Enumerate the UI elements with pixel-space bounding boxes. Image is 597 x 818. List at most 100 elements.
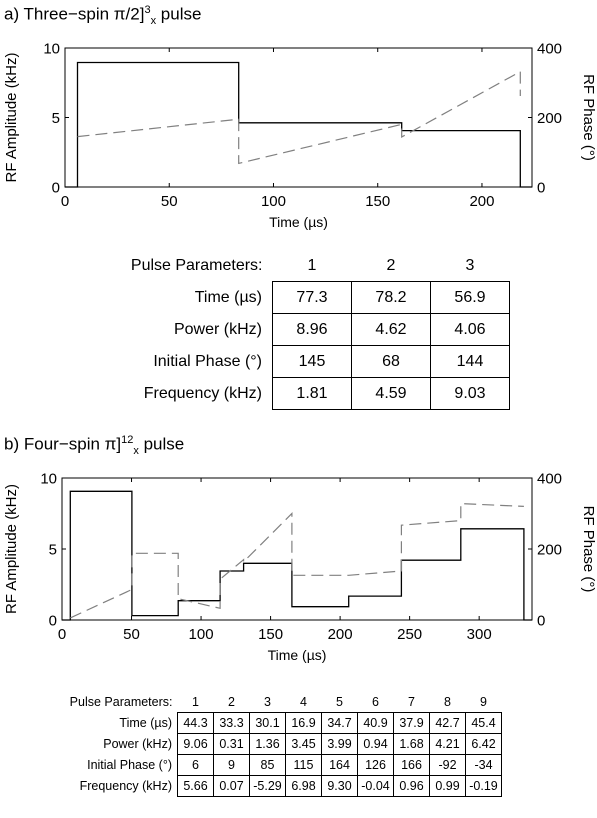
panel-b-y-left-tick-label: 5	[49, 541, 57, 558]
panel-b-table-cell: 115	[285, 754, 322, 776]
panel-b-table-cell: -0.04	[357, 775, 394, 797]
panel-a-label: a)	[4, 4, 20, 24]
panel-a-x-axis-label: Time (µs)	[269, 214, 328, 230]
panel-b-y-right-tick-label: 200	[537, 541, 562, 558]
panel-a-table-cell: 144	[430, 345, 510, 378]
panel-a-x-tick-label: 100	[261, 193, 286, 210]
panel-b-title-sub: x	[133, 445, 139, 458]
panel-b-table-cell: -92	[429, 754, 466, 776]
panel-a-table-cell: 9.03	[430, 377, 510, 410]
panel-b-table-cell: 3.45	[285, 733, 322, 755]
panel-a-title: a) Three−spin π/2]3x pulse	[4, 4, 201, 27]
panel-a-y-right-tick-label: 200	[537, 110, 562, 127]
panel-b-table-cell: 6	[177, 754, 214, 776]
panel-a-table-column-header: 3	[465, 256, 475, 274]
panel-b-table-cell: 0.07	[213, 775, 250, 797]
panel-a-table-cell: 145	[272, 345, 352, 378]
panel-b-table-cell: 164	[321, 754, 358, 776]
panel-a-table-row: Time (µs) 77.3 78.2 56.9	[90, 281, 510, 314]
panel-b-table-cell: 44.3	[177, 712, 214, 734]
panel-a-table-row: Frequency (kHz) 1.81 4.59 9.03	[90, 377, 510, 410]
panel-b-table-row-label: Time (µs)	[119, 716, 172, 730]
panel-b-table-cell: 126	[357, 754, 394, 776]
panel-b-amplitude-series	[62, 490, 532, 621]
panel-b-table-cell: 40.9	[357, 712, 394, 734]
panel-a-table-cell: 68	[351, 345, 431, 378]
panel-a-table-row-label: Initial Phase (°)	[153, 352, 262, 370]
panel-a-y-left-tick-label: 5	[52, 110, 60, 127]
panel-b-table-cell: -5.29	[249, 775, 286, 797]
panel-a-amplitude-series	[65, 61, 532, 188]
panel-a-table-row-label: Frequency (kHz)	[143, 384, 262, 402]
panel-a-table-cell: 56.9	[430, 281, 510, 314]
panel-b-table-cell: 6.98	[285, 775, 322, 797]
panel-a-table-row: Power (kHz) 8.96 4.62 4.06	[90, 313, 510, 346]
panel-a-y-right-tick-label: 400	[537, 40, 562, 57]
panel-b-table-cell: 85	[249, 754, 286, 776]
panel-b-table-cell: 9.30	[321, 775, 358, 797]
panel-a-title-main: Three−spin π/2]	[23, 4, 145, 24]
panel-b-y-right-tick-label: 400	[537, 470, 562, 487]
panel-a-y-left-axis-label: RF Amplitude (kHz)	[3, 52, 20, 182]
panel-a-parameter-table: Pulse Parameters: 1 2 3 Time (µs) 77.3 78.2 56.…	[90, 250, 510, 410]
panel-a-table-row-label: Power (kHz)	[173, 320, 262, 338]
panel-b-table-cell: 0.96	[393, 775, 430, 797]
panel-b-title: b) Four−spin π]12x pulse	[4, 434, 184, 457]
panel-b-x-axis-label: Time (µs)	[268, 647, 327, 663]
panel-b-table-row: Initial Phase (°) 6 9 85 115 164 126 166 -92 -34	[2, 754, 502, 776]
panel-b-table-cell: 1.36	[249, 733, 286, 755]
panel-b-table-cell: 3.99	[321, 733, 358, 755]
panel-a-table-row: Initial Phase (°) 145 68 144	[90, 345, 510, 378]
panel-b-table-cell: 37.9	[393, 712, 430, 734]
panel-a-table-cell: 78.2	[351, 281, 431, 314]
panel-a-table-cell: 4.62	[351, 313, 431, 346]
panel-b-table-cell: 16.9	[285, 712, 322, 734]
panel-b-table-cell: 5.66	[177, 775, 214, 797]
panel-a-table-cell: 1.81	[272, 377, 352, 410]
panel-b-x-tick-label: 0	[58, 626, 66, 643]
panel-b-table-cell: 9.06	[177, 733, 214, 755]
panel-a-table-row-label: Time (µs)	[194, 288, 262, 306]
panel-a-table-header-label: Pulse Parameters:	[130, 256, 263, 274]
panel-b-table-row-label: Initial Phase (°)	[87, 758, 172, 772]
panel-a-x-tick-label: 200	[469, 193, 494, 210]
panel-b-x-tick-label: 150	[258, 626, 283, 643]
panel-b-table-cell: 30.1	[249, 712, 286, 734]
panel-a-table-cell: 4.06	[430, 313, 510, 346]
panel-b-label: b)	[4, 434, 20, 454]
panel-a-y-right-tick-label: 0	[537, 179, 545, 196]
panel-b-x-tick-label: 100	[189, 626, 214, 643]
panel-b-table-column-header: 6	[372, 695, 379, 709]
panel-b-table-cell: -0.19	[465, 775, 502, 797]
panel-a-x-tick-label: 150	[365, 193, 390, 210]
panel-b-table-cell: 0.99	[429, 775, 466, 797]
panel-b-parameter-table: Pulse Parameters: 1 2 3 4 5 6 7 8 9 Time (µs) 44.3 3…	[2, 692, 502, 797]
panel-b-table-cell: 9	[213, 754, 250, 776]
panel-b-phase-series	[70, 502, 524, 619]
panel-b-title-main: Four−spin π]	[23, 434, 122, 454]
panel-b-table-row-label: Power (kHz)	[103, 737, 172, 751]
panel-b-table-cell: 45.4	[465, 712, 502, 734]
panel-b-table-column-header: 2	[228, 695, 235, 709]
panel-b-y-right-axis-label: RF Phase (°)	[580, 506, 597, 593]
panel-b-table-column-header: 1	[192, 695, 199, 709]
panel-a-title-sup: 3	[144, 4, 151, 16]
panel-a-phase-series	[77, 70, 521, 165]
panel-a-title-sub: x	[150, 15, 157, 28]
panel-b-table-column-header: 3	[264, 695, 271, 709]
panel-b-table-cell: 34.7	[321, 712, 358, 734]
panel-a-table-cell: 4.59	[351, 377, 431, 410]
panel-b-table-column-header: 4	[300, 695, 307, 709]
panel-b-x-tick-label: 50	[123, 626, 140, 643]
panel-a-plot-frame	[64, 47, 533, 188]
panel-a-table-cell: 77.3	[272, 281, 352, 314]
panel-a-y-right-axis-label: RF Phase (°)	[580, 74, 597, 161]
panel-b-x-tick-label: 200	[328, 626, 353, 643]
panel-b-table-cell: 0.94	[357, 733, 394, 755]
panel-b-table-cell: 42.7	[429, 712, 466, 734]
panel-b-title-sup: 12	[121, 434, 134, 446]
panel-b-table-column-header: 9	[480, 695, 487, 709]
panel-b-table-row-label: Frequency (kHz)	[79, 779, 172, 793]
panel-b-table-cell: 1.68	[393, 733, 430, 755]
